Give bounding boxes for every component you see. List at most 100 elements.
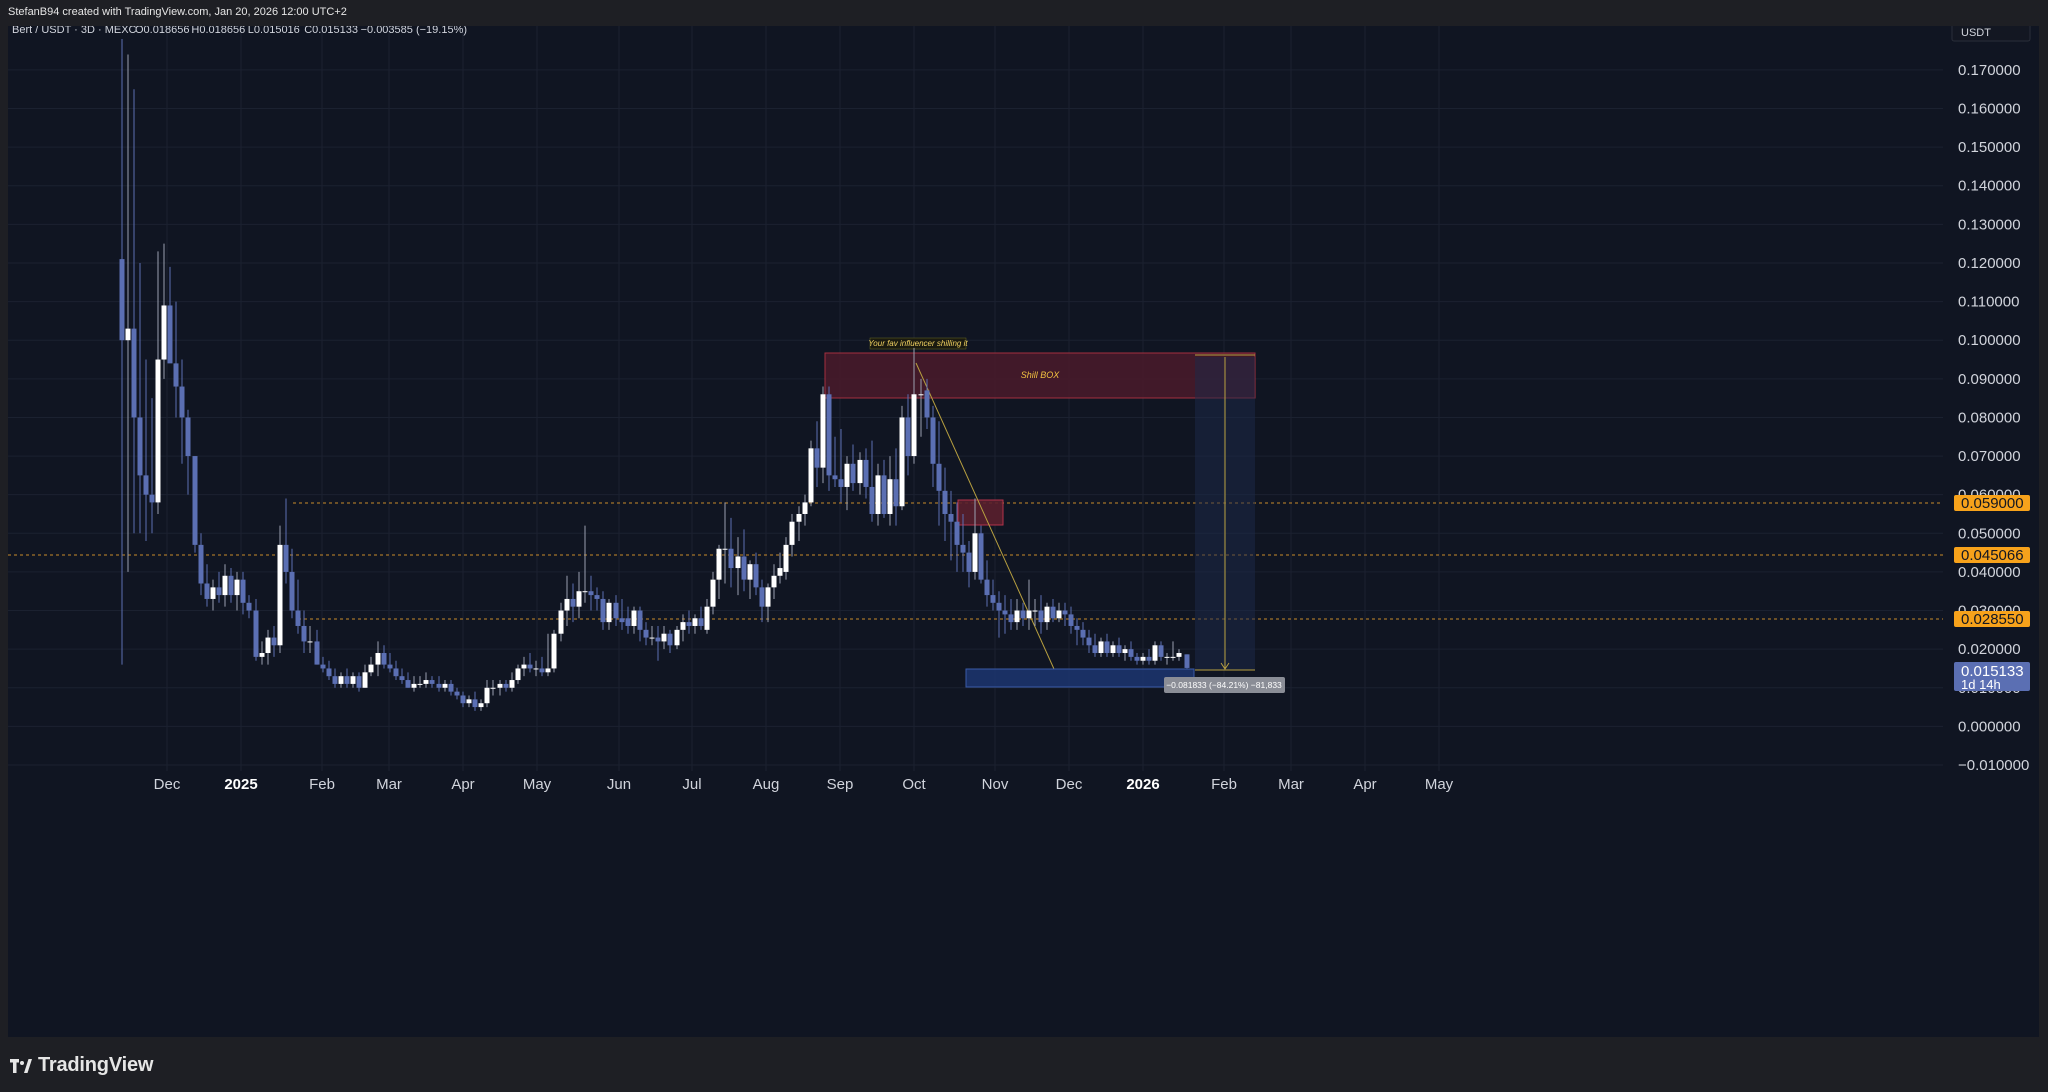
candle[interactable]	[972, 498, 978, 580]
candle[interactable]	[484, 680, 490, 708]
candle[interactable]	[411, 676, 417, 692]
candle[interactable]	[167, 266, 173, 364]
candle[interactable]	[984, 560, 990, 607]
candle[interactable]	[954, 502, 960, 572]
candle[interactable]	[429, 676, 435, 688]
candle[interactable]	[497, 680, 503, 696]
candle[interactable]	[332, 668, 338, 688]
candle[interactable]	[930, 405, 936, 487]
candle[interactable]	[1128, 641, 1134, 661]
candle[interactable]	[777, 552, 783, 584]
candle[interactable]	[1134, 653, 1140, 665]
candle[interactable]	[564, 575, 570, 626]
candle[interactable]	[1116, 637, 1122, 657]
candle[interactable]	[234, 571, 240, 611]
candle[interactable]	[155, 251, 161, 514]
candle[interactable]	[1062, 602, 1068, 626]
candle[interactable]	[222, 564, 228, 607]
candle[interactable]	[545, 633, 551, 677]
candle[interactable]	[1164, 653, 1170, 665]
candle[interactable]	[747, 560, 753, 599]
candle[interactable]	[1122, 645, 1128, 661]
candle[interactable]	[631, 606, 637, 634]
candle[interactable]	[887, 456, 893, 526]
candle[interactable]	[1068, 606, 1074, 634]
candle[interactable]	[863, 448, 869, 499]
candle[interactable]	[978, 525, 984, 584]
candle[interactable]	[814, 421, 820, 487]
candle[interactable]	[283, 498, 289, 584]
candle[interactable]	[570, 583, 576, 623]
candle[interactable]	[393, 660, 399, 681]
candle[interactable]	[417, 676, 423, 688]
candle[interactable]	[948, 490, 954, 561]
candle[interactable]	[996, 591, 1002, 638]
candle[interactable]	[228, 568, 234, 603]
candle[interactable]	[192, 456, 198, 553]
candle[interactable]	[582, 525, 588, 603]
candle[interactable]	[637, 606, 643, 642]
candle[interactable]	[1140, 653, 1146, 665]
candle[interactable]	[802, 494, 808, 526]
candle[interactable]	[966, 541, 972, 588]
candle[interactable]	[253, 598, 259, 661]
candle[interactable]	[936, 421, 942, 526]
candle[interactable]	[728, 517, 734, 588]
candle[interactable]	[911, 347, 917, 464]
candle[interactable]	[131, 89, 137, 534]
small-red-box[interactable]	[957, 499, 1004, 526]
candle[interactable]	[753, 552, 759, 596]
candle[interactable]	[674, 625, 680, 650]
candle[interactable]	[1032, 598, 1038, 626]
candle[interactable]	[722, 502, 728, 584]
candle[interactable]	[320, 656, 326, 673]
candle[interactable]	[741, 529, 747, 592]
candle[interactable]	[137, 262, 143, 534]
influencer-label[interactable]: Your fav influencer shilling it	[868, 339, 968, 348]
candle[interactable]	[649, 625, 655, 646]
candle[interactable]	[277, 525, 283, 654]
candle[interactable]	[826, 386, 832, 491]
candle[interactable]	[119, 39, 125, 665]
candle[interactable]	[344, 668, 350, 688]
candle[interactable]	[460, 691, 466, 708]
candle[interactable]	[338, 672, 344, 688]
candle[interactable]	[704, 598, 710, 634]
candle[interactable]	[661, 625, 667, 650]
candle[interactable]	[1158, 641, 1164, 661]
candle[interactable]	[240, 571, 246, 615]
candle[interactable]	[875, 463, 881, 526]
candle[interactable]	[857, 452, 863, 495]
candle[interactable]	[1014, 598, 1020, 630]
candle[interactable]	[783, 537, 789, 580]
candle[interactable]	[1092, 633, 1098, 657]
candle[interactable]	[399, 668, 405, 684]
candle[interactable]	[143, 359, 149, 542]
candle[interactable]	[198, 533, 204, 596]
shill-box[interactable]	[824, 352, 1256, 399]
candle[interactable]	[558, 602, 564, 642]
candle[interactable]	[185, 409, 191, 495]
candle[interactable]	[716, 544, 722, 599]
time-axis[interactable]: Dec 2025 Feb Mar Apr May Jun Jul Aug Sep Oct Nov Dec…	[154, 776, 1454, 793]
candle[interactable]	[625, 606, 631, 634]
candle[interactable]	[125, 54, 131, 572]
candle[interactable]	[710, 571, 716, 615]
candle[interactable]	[606, 598, 612, 630]
candle[interactable]	[838, 429, 844, 503]
candle[interactable]	[527, 653, 533, 673]
candle[interactable]	[259, 641, 265, 665]
candle[interactable]	[1110, 641, 1116, 657]
candle[interactable]	[362, 664, 368, 688]
tradingview-logo[interactable]: TradingView	[10, 1054, 153, 1077]
candle[interactable]	[735, 537, 741, 596]
candle[interactable]	[1170, 641, 1176, 661]
candle[interactable]	[533, 660, 539, 677]
candle[interactable]	[655, 625, 661, 661]
candle[interactable]	[1050, 598, 1056, 623]
candle[interactable]	[789, 513, 795, 557]
currency-button[interactable]: USDT	[1961, 27, 1991, 39]
candle[interactable]	[551, 629, 557, 673]
candle[interactable]	[759, 579, 765, 623]
candle[interactable]	[216, 571, 222, 603]
